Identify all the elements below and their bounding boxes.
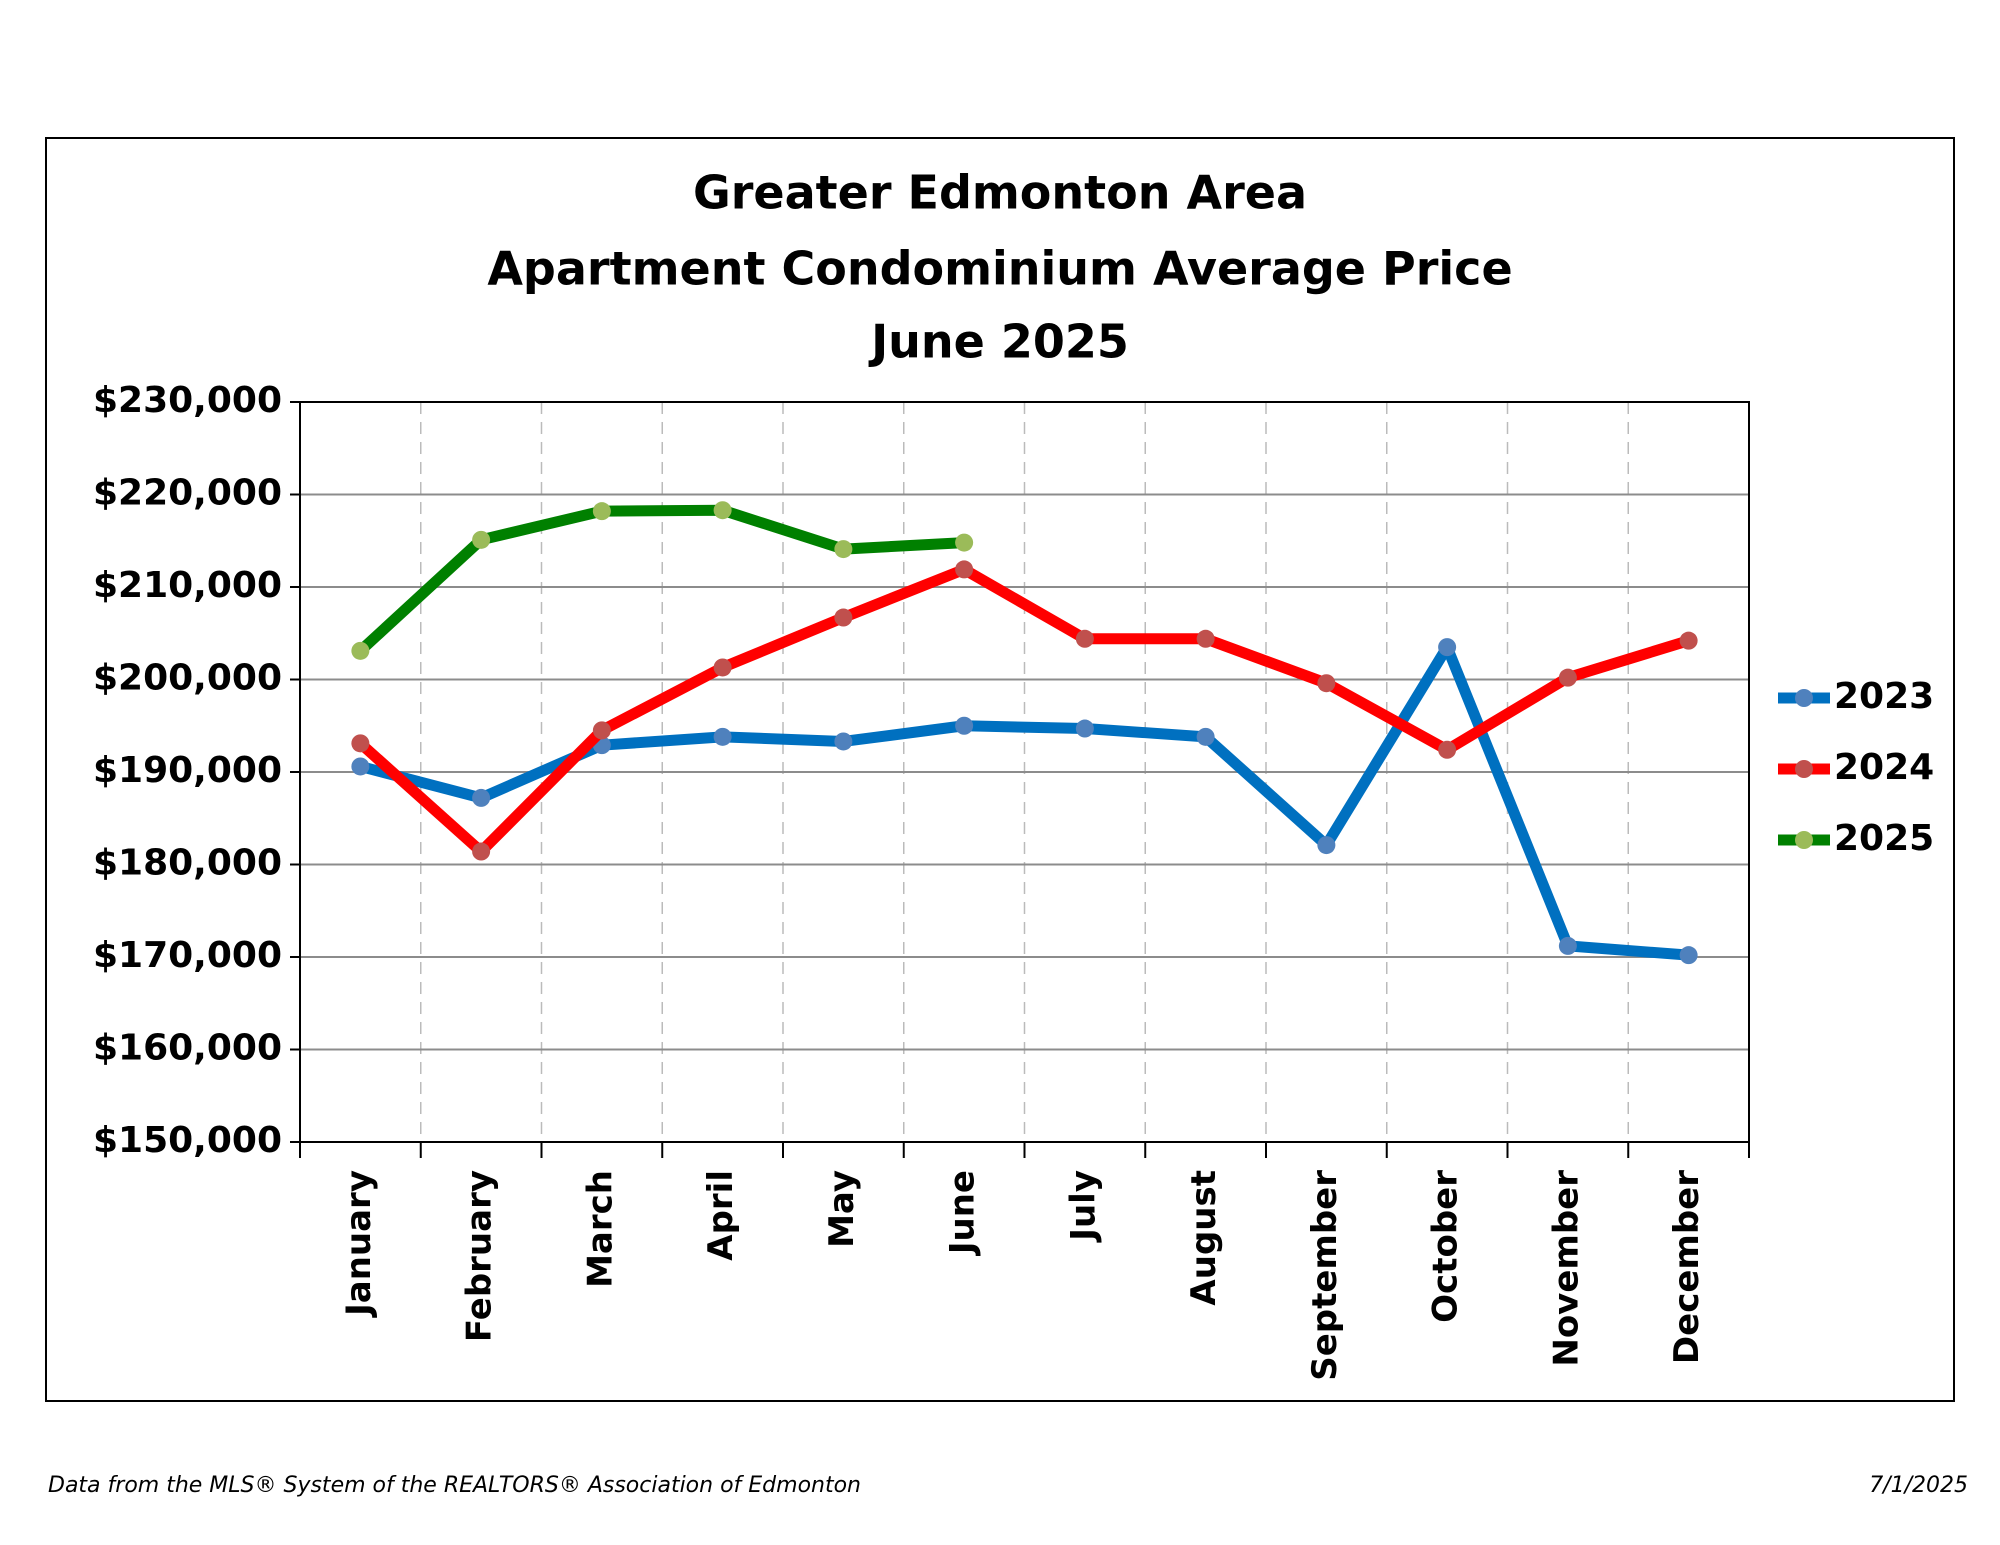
data-point — [1438, 740, 1457, 759]
legend-marker — [1795, 831, 1813, 849]
data-point — [351, 641, 370, 660]
data-point — [1679, 946, 1698, 965]
y-tick-label: $150,000 — [93, 1120, 282, 1161]
chart-title: Apartment Condominium Average Price — [487, 242, 1512, 296]
data-point — [592, 502, 611, 521]
data-point — [1679, 631, 1698, 650]
data-point — [834, 608, 853, 627]
x-tick-label: October — [1426, 1170, 1466, 1323]
data-point — [472, 530, 491, 549]
y-tick-label: $180,000 — [93, 843, 282, 884]
y-tick-label: $220,000 — [93, 473, 282, 514]
y-tick-label: $170,000 — [93, 935, 282, 976]
x-tick-label: March — [580, 1170, 620, 1288]
data-point — [472, 842, 491, 861]
series-line — [356, 563, 1691, 858]
footnote: Data from the MLS® System of the REALTOR… — [48, 1473, 861, 1498]
data-point — [1317, 674, 1336, 693]
data-point — [713, 658, 732, 677]
x-tick-label: April — [701, 1170, 741, 1261]
data-point — [955, 716, 974, 735]
date: 7/1/2025 — [1869, 1473, 1968, 1498]
x-tick-label: August — [1184, 1170, 1224, 1306]
chart-title: Greater Edmonton Area — [693, 166, 1307, 220]
x-tick-label: May — [822, 1170, 862, 1248]
data-point — [472, 788, 491, 807]
x-tick-label: September — [1305, 1170, 1345, 1381]
data-point — [834, 732, 853, 751]
x-tick-label: February — [460, 1170, 500, 1342]
x-tick-label: November — [1546, 1170, 1586, 1367]
data-point — [955, 560, 974, 579]
legend-marker — [1795, 689, 1813, 707]
data-point — [713, 501, 732, 520]
legend-marker — [1795, 760, 1813, 778]
data-point — [1196, 629, 1215, 648]
legend-label: 2025 — [1834, 818, 1934, 859]
x-tick-label: June — [943, 1170, 983, 1256]
y-tick-label: $190,000 — [93, 750, 282, 791]
x-tick-label: December — [1667, 1170, 1707, 1364]
data-point — [351, 734, 370, 753]
x-tick-label: January — [339, 1170, 379, 1318]
data-point — [1438, 638, 1457, 657]
y-tick-label: $200,000 — [93, 658, 282, 699]
data-point — [351, 757, 370, 776]
data-point — [1196, 727, 1215, 746]
data-point — [592, 721, 611, 740]
data-point — [713, 727, 732, 746]
y-tick-label: $210,000 — [93, 565, 282, 606]
data-point — [1317, 836, 1336, 855]
data-point — [1558, 936, 1577, 955]
chart-title: June 2025 — [868, 315, 1129, 369]
y-tick-label: $160,000 — [93, 1028, 282, 1069]
legend-label: 2024 — [1834, 747, 1934, 788]
data-point — [1075, 629, 1094, 648]
data-point — [955, 533, 974, 552]
x-tick-label: July — [1063, 1170, 1103, 1243]
data-point — [1075, 719, 1094, 738]
legend-label: 2023 — [1834, 676, 1934, 717]
y-tick-label: $230,000 — [93, 380, 282, 421]
series-line — [356, 504, 965, 655]
data-point — [1558, 668, 1577, 687]
data-point — [834, 540, 853, 559]
